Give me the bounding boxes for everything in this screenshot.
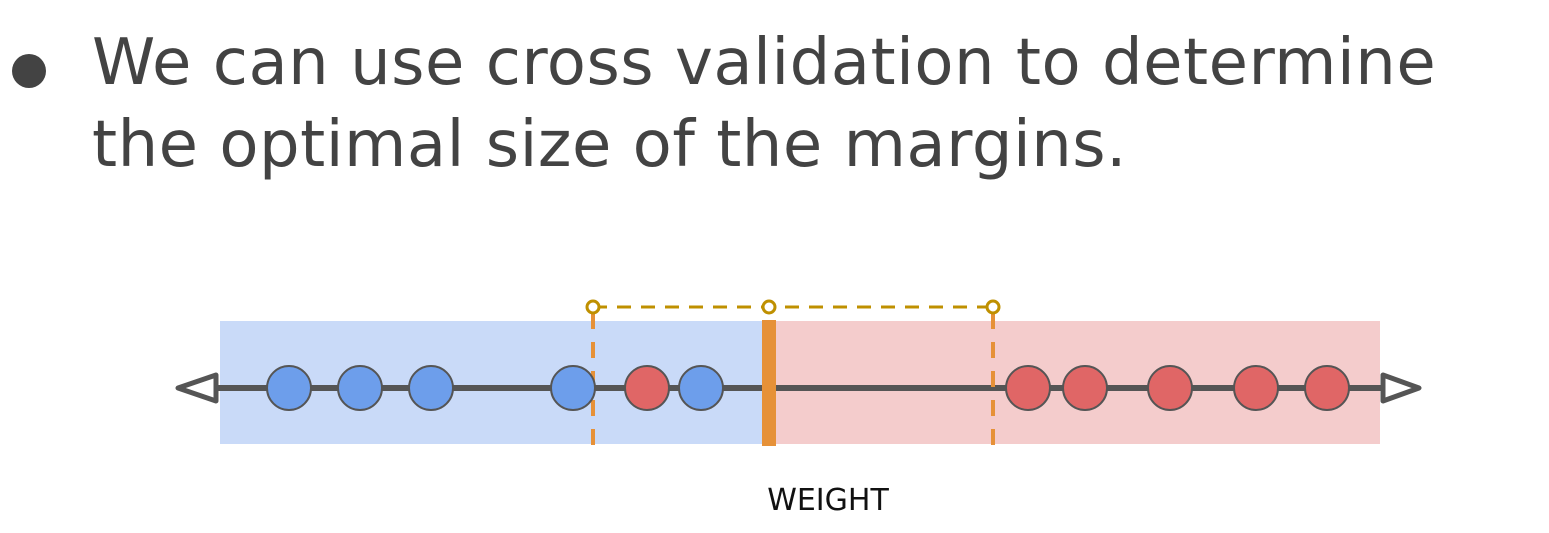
red-data-point [1147,365,1193,411]
margin-bracket-center-point [761,299,777,315]
bullet-text: We can use cross validation to determine… [92,26,1437,182]
blue-data-point [266,365,312,411]
blue-region [220,321,769,444]
red-data-point [624,365,670,411]
margin-bracket-right-endpoint [985,299,1001,315]
blue-data-point [678,365,724,411]
right-arrowhead-icon [1380,372,1422,404]
margin-bracket-left-endpoint [585,299,601,315]
threshold-bar [762,320,776,446]
red-data-point [1233,365,1279,411]
bullet-dot-icon [12,54,46,88]
blue-data-point [337,365,383,411]
left-arrowhead-icon [175,372,219,404]
axis-label: WEIGHT [767,483,889,518]
red-data-point [1005,365,1051,411]
blue-data-point [408,365,454,411]
red-data-point [1062,365,1108,411]
red-data-point [1304,365,1350,411]
blue-data-point [550,365,596,411]
data-points [266,365,1350,411]
bullet-row: We can use cross validation to determine… [0,22,1549,202]
